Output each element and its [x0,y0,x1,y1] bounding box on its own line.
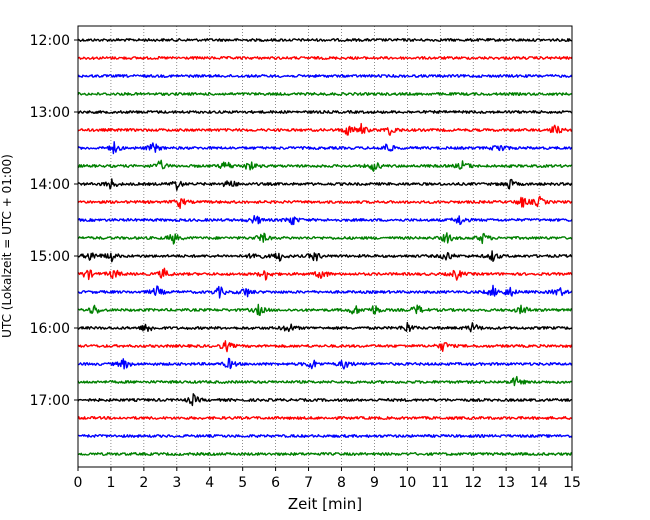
x-tick-label: 14 [530,475,548,491]
trace-line-1430 [77,214,573,226]
x-tick-label: 13 [497,475,515,491]
trace-line-1345 [77,159,573,172]
x-tick-label: 9 [370,475,379,491]
y-tick-label: 17:00 [30,393,70,409]
x-tick-label: 2 [139,475,148,491]
trace-line-1330 [77,141,573,155]
y-tick-label: 12:00 [30,33,70,49]
trace-line-1300 [77,109,573,115]
x-tick-label: 15 [563,475,581,491]
y-tick-label: 16:00 [30,321,70,337]
trace-line-1245 [77,91,573,97]
x-tick-label: 12 [464,475,482,491]
trace-group [77,38,573,456]
trace-line-1645 [77,375,573,387]
y-axis-ticks: 12:00 13:00 14:00 15:00 16:00 17:00 [30,33,78,409]
x-tick-label: 5 [238,475,247,491]
trace-line-1445 [77,232,573,245]
trace-line-1415 [77,195,573,210]
trace-line-1530 [77,284,573,299]
x-axis-ticks: 0 1 2 3 4 5 6 7 8 9 10 11 12 13 14 15 [74,467,581,491]
trace-line-1630 [77,357,573,370]
y-tick-label: 14:00 [30,177,70,193]
x-tick-label: 10 [398,475,416,491]
x-tick-label: 1 [106,475,115,491]
trace-line-1715 [77,416,573,420]
x-axis-label: Zeit [min] [288,495,362,513]
x-tick-label: 0 [74,475,83,491]
x-tick-label: 7 [304,475,313,491]
x-tick-label: 8 [337,475,346,491]
x-tick-label: 3 [172,475,181,491]
trace-line-1230 [77,73,573,79]
trace-line-1515 [77,267,573,281]
x-tick-label: 11 [431,475,449,491]
trace-line-1500 [77,250,573,263]
y-tick-label: 15:00 [30,249,70,265]
trace-line-1700 [77,393,572,407]
plot-frame [77,25,573,468]
y-tick-label: 13:00 [30,105,70,121]
trace-line-1745 [77,452,573,456]
y-axis-label: UTC (Lokalzeit = UTC + 01:00) [0,154,14,338]
trace-line-1215 [77,56,573,60]
x-tick-label: 6 [271,475,280,491]
trace-line-1730 [78,434,573,438]
trace-line-1200 [77,38,573,42]
x-tick-label: 4 [205,475,214,491]
trace-line-1545 [77,303,573,316]
trace-line-1615 [77,340,573,353]
trace-line-1315 [77,122,573,136]
trace-line-1600 [77,321,573,333]
trace-line-1400 [77,178,573,191]
